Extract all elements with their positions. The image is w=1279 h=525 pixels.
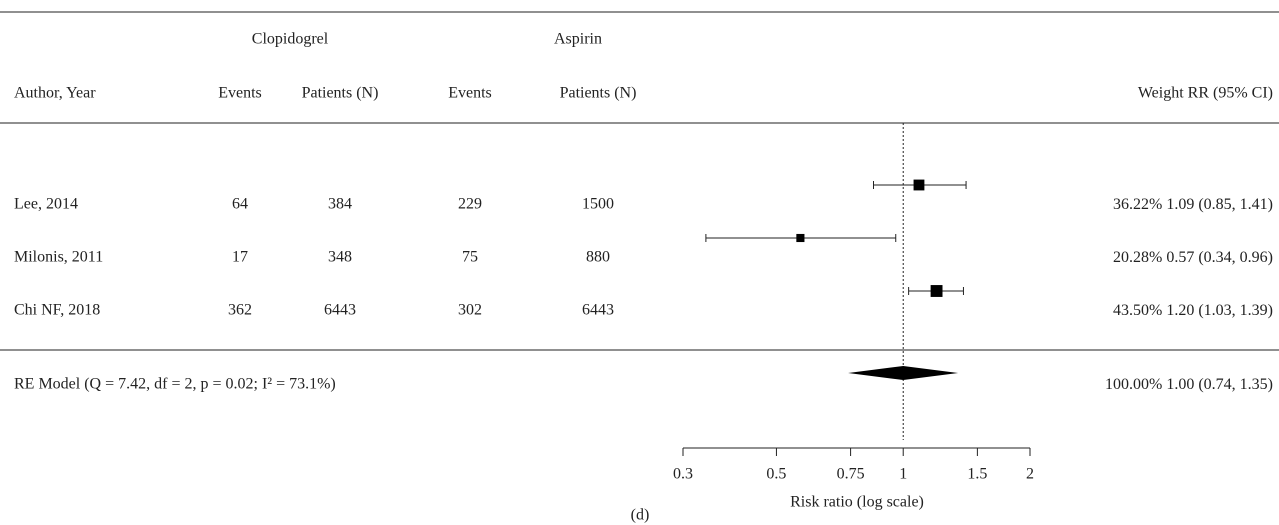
cell: 384 [328, 196, 352, 213]
summary-label: RE Model (Q = 7.42, df = 2, p = 0.02; I²… [14, 376, 336, 393]
estimate-box [796, 233, 805, 243]
cell: 302 [458, 302, 482, 319]
group-header: Aspirin [554, 31, 602, 48]
study-label: Lee, 2014 [14, 196, 78, 213]
study-label: Chi NF, 2018 [14, 302, 100, 319]
cell: 229 [458, 196, 482, 213]
x-axis-label: Risk ratio (log scale) [790, 494, 924, 511]
cell: 64 [232, 196, 248, 213]
weight-label: 100.00% [1105, 376, 1162, 393]
estimate-box [930, 285, 943, 297]
x-tick-label: 2 [1026, 466, 1034, 483]
ci-label: 0.57 (0.34, 0.96) [1166, 249, 1273, 266]
weight-label: 36.22% [1113, 196, 1162, 213]
study-label: Milonis, 2011 [14, 249, 103, 266]
column-header: Events [448, 85, 492, 102]
summary-diamond [848, 366, 959, 380]
weight-label: 20.28% [1113, 249, 1162, 266]
column-header: Patients (N) [560, 85, 637, 102]
cell: 6443 [324, 302, 356, 319]
x-tick-label: 0.3 [673, 466, 693, 483]
x-tick-label: 0.75 [837, 466, 865, 483]
x-tick-label: 1 [899, 466, 907, 483]
cell: 1500 [582, 196, 614, 213]
ci-label: 1.20 (1.03, 1.39) [1166, 302, 1273, 319]
cell: 362 [228, 302, 252, 319]
caption: (d) [631, 507, 650, 524]
ci-label: 1.00 (0.74, 1.35) [1166, 376, 1273, 393]
cell: 348 [328, 249, 352, 266]
weight-label: 43.50% [1113, 302, 1162, 319]
cell: 75 [462, 249, 478, 266]
column-header: Author, Year [14, 85, 96, 102]
cell: 17 [232, 249, 248, 266]
cell: 880 [586, 249, 610, 266]
estimate-label: 100.00% 1.00 (0.74, 1.35) [1105, 376, 1273, 393]
x-tick-label: 1.5 [967, 466, 987, 483]
estimate-label: 36.22% 1.09 (0.85, 1.41) [1113, 196, 1273, 213]
estimate-label: 43.50% 1.20 (1.03, 1.39) [1113, 302, 1273, 319]
column-header: Weight RR (95% CI) [1138, 85, 1273, 102]
cell: 6443 [582, 302, 614, 319]
x-tick-label: 0.5 [766, 466, 786, 483]
column-header: Patients (N) [302, 85, 379, 102]
estimate-box [913, 179, 925, 191]
group-header: Clopidogrel [252, 31, 329, 48]
estimate-label: 20.28% 0.57 (0.34, 0.96) [1113, 249, 1273, 266]
column-header: Events [218, 85, 262, 102]
ci-label: 1.09 (0.85, 1.41) [1166, 196, 1273, 213]
